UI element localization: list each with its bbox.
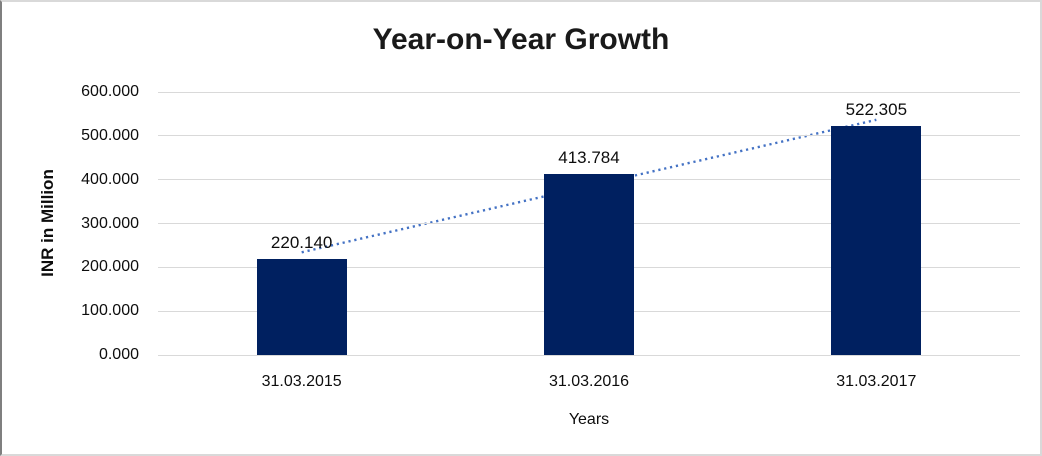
gridline	[158, 354, 1020, 356]
x-axis-tick-label: 31.03.2017	[836, 373, 917, 390]
plot-area: 220.140 413.784 522.305	[158, 91, 1020, 356]
bar[interactable]	[831, 126, 922, 355]
x-axis-tick-label: 31.03.2016	[548, 373, 630, 390]
y-axis-tick-label: 100.000	[81, 302, 139, 320]
bar[interactable]	[544, 173, 634, 355]
gridline	[158, 135, 1020, 137]
gridline	[158, 91, 1020, 93]
y-axis-tick-label: 400.000	[81, 170, 139, 188]
y-axis-tick-label: 0.000	[98, 346, 139, 363]
y-axis-tick-label: 600.000	[81, 83, 139, 100]
bar[interactable]	[256, 258, 347, 355]
y-axis-tick-label: 300.000	[81, 214, 139, 232]
x-axis-tick-label: 31.03.2015	[261, 373, 342, 390]
bar-value-label: 522.305	[845, 100, 908, 120]
bar-value-label: 220.140	[270, 232, 333, 252]
x-axis-title: Years	[568, 411, 610, 428]
y-axis-tick-label: 200.000	[81, 258, 139, 276]
bar-value-label: 413.784	[558, 147, 620, 167]
y-axis-tick-label: 500.000	[81, 126, 139, 144]
chart-title: Year-on-Year Growth	[372, 23, 670, 56]
